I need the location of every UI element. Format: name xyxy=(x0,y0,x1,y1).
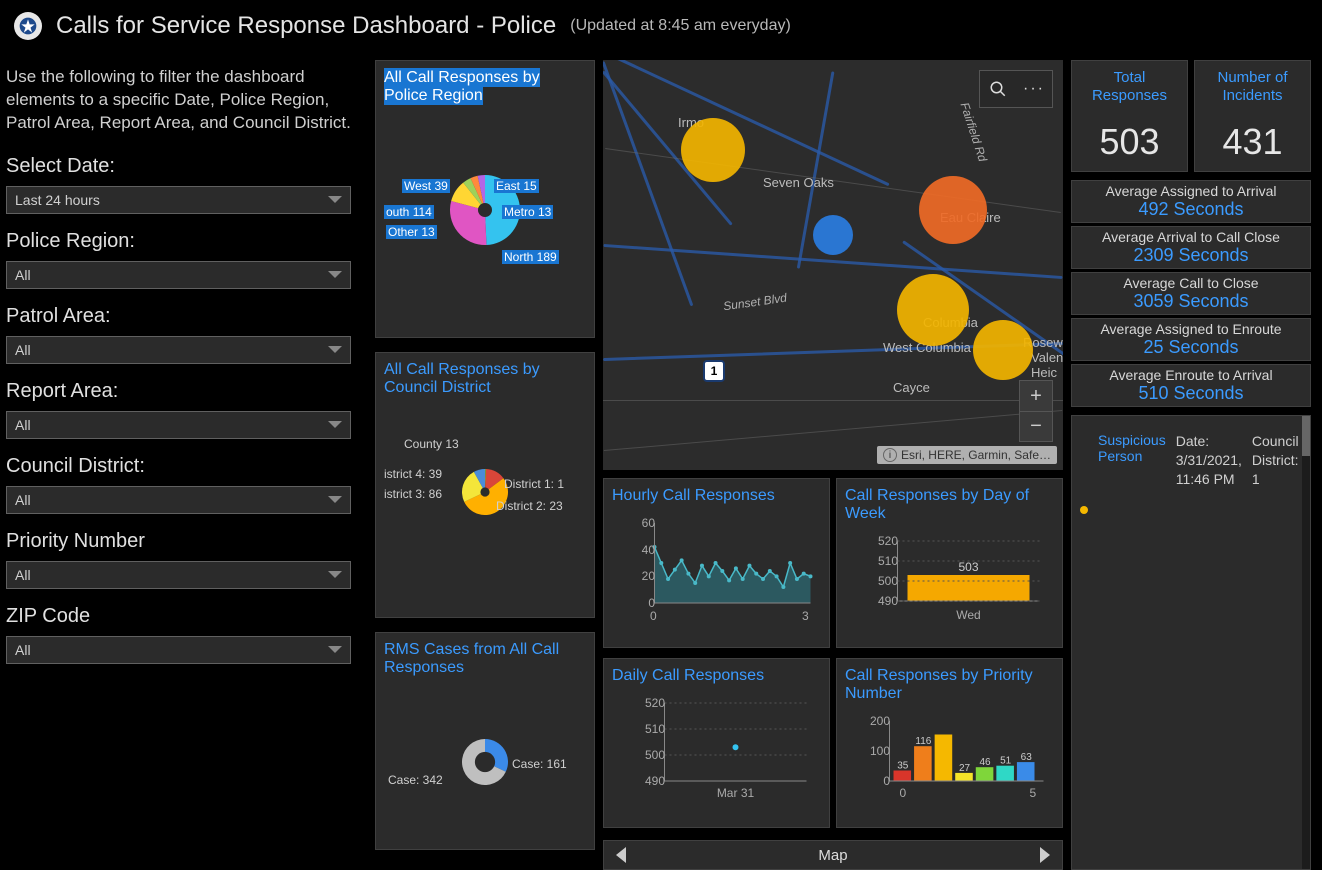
map-bubble[interactable] xyxy=(897,274,969,346)
daily-panel: Daily Call Responses Mar 31490500510520 xyxy=(603,658,830,828)
map-bubble[interactable] xyxy=(681,118,745,182)
app-logo xyxy=(14,12,42,40)
priority-chart[interactable]: 3511627465163050100200 xyxy=(845,711,1054,821)
kpi-incidents: Number of Incidents 431 xyxy=(1194,60,1311,172)
date-dropdown[interactable]: Last 24 hours xyxy=(6,186,351,214)
zip-label: ZIP Code xyxy=(6,605,359,628)
pager-next[interactable] xyxy=(1040,847,1050,863)
zip-dropdown[interactable]: All xyxy=(6,636,351,664)
metric-card: Average Assigned to Arrival492 Seconds xyxy=(1071,180,1311,223)
zoom-in-button[interactable]: + xyxy=(1020,381,1052,411)
date-label: Select Date: xyxy=(6,155,359,178)
map-zoom: + − xyxy=(1019,380,1053,442)
header-bar: Calls for Service Response Dashboard - P… xyxy=(0,0,1322,52)
pie-rms-title: RMS Cases from All Call Responses xyxy=(384,641,586,677)
incident-item[interactable]: Suspicious Person Date: 3/31/2021, 11:46… xyxy=(1076,422,1306,870)
map-place-label: Seven Oaks xyxy=(763,175,834,190)
hourly-chart[interactable]: 020406003 xyxy=(612,513,821,623)
daily-title: Daily Call Responses xyxy=(612,667,821,685)
svg-text:27: 27 xyxy=(959,763,971,774)
svg-text:63: 63 xyxy=(1021,752,1033,763)
priority-label: Priority Number xyxy=(6,530,359,553)
metric-card: Average Enroute to Arrival510 Seconds xyxy=(1071,364,1311,407)
map-bubble[interactable] xyxy=(919,176,987,244)
map-bubble[interactable] xyxy=(973,320,1033,380)
kpi-responses: Total Responses 503 xyxy=(1071,60,1188,172)
page-subtitle: (Updated at 8:45 am everyday) xyxy=(570,17,791,35)
daily-chart[interactable]: Mar 31490500510520 xyxy=(612,693,821,803)
svg-text:5: 5 xyxy=(1030,786,1037,800)
region-dropdown[interactable]: All xyxy=(6,261,351,289)
pie-rms-panel: RMS Cases from All Call Responses Case: … xyxy=(375,632,595,850)
map-tools: ··· xyxy=(979,70,1053,108)
priority-panel: Call Responses by Priority Number 35 116 2… xyxy=(836,658,1063,828)
svg-text:51: 51 xyxy=(1000,756,1012,767)
svg-text:46: 46 xyxy=(980,757,992,768)
map-panel[interactable]: ··· + − i Esri, HERE, Garmin, Safe… Irmo… xyxy=(603,60,1063,470)
dow-title: Call Responses by Day of Week xyxy=(845,487,1054,523)
chevron-down-icon xyxy=(328,421,342,428)
council-label: Council District: xyxy=(6,455,359,478)
pie-council-title: All Call Responses by Council District xyxy=(384,361,586,397)
svg-text:116: 116 xyxy=(915,736,931,747)
zoom-out-button[interactable]: − xyxy=(1020,411,1052,441)
right-column: Total Responses 503 Number of Incidents … xyxy=(1071,60,1311,870)
pie-council-panel: All Call Responses by Council District C… xyxy=(375,352,595,618)
dow-panel: Call Responses by Day of Week 503Wed4905… xyxy=(836,478,1063,648)
incident-dot-icon xyxy=(1080,506,1088,514)
pie-region-title: All Call Responses by Police Region xyxy=(384,68,540,105)
chevron-down-icon xyxy=(328,646,342,653)
metrics-list: Average Assigned to Arrival492 SecondsAv… xyxy=(1071,180,1311,407)
svg-text:Mar 31: Mar 31 xyxy=(717,786,755,800)
highway-shield-icon: 1 xyxy=(703,360,725,382)
hourly-title: Hourly Call Responses xyxy=(612,487,821,505)
map-place-label: Heic xyxy=(1031,365,1057,380)
info-icon: i xyxy=(883,448,897,462)
hourly-panel: Hourly Call Responses 020406003 xyxy=(603,478,830,648)
chevron-down-icon xyxy=(328,346,342,353)
scrollbar-thumb[interactable] xyxy=(1302,416,1310,456)
metric-card: Average Assigned to Enroute25 Seconds xyxy=(1071,318,1311,361)
svg-text:35: 35 xyxy=(897,761,909,772)
page-title: Calls for Service Response Dashboard - P… xyxy=(56,12,556,40)
pager-label: Map xyxy=(818,847,847,864)
pie-column: All Call Responses by Police Region Nort… xyxy=(375,60,595,870)
more-icon[interactable]: ··· xyxy=(1020,75,1048,103)
chevron-down-icon xyxy=(328,571,342,578)
search-icon[interactable] xyxy=(984,75,1012,103)
chevron-down-icon xyxy=(328,196,342,203)
filter-intro: Use the following to filter the dashboar… xyxy=(6,66,359,135)
priority-dropdown[interactable]: All xyxy=(6,561,351,589)
pie-region-panel: All Call Responses by Police Region Nort… xyxy=(375,60,595,338)
priority-title: Call Responses by Priority Number xyxy=(845,667,1054,703)
report-dropdown[interactable]: All xyxy=(6,411,351,439)
region-label: Police Region: xyxy=(6,230,359,253)
map-bubble[interactable] xyxy=(813,215,853,255)
svg-text:Wed: Wed xyxy=(956,608,980,622)
dow-chart[interactable]: 503Wed490500510520 xyxy=(845,531,1054,641)
map-attribution: i Esri, HERE, Garmin, Safe… xyxy=(877,446,1057,464)
patrol-label: Patrol Area: xyxy=(6,305,359,328)
svg-text:0: 0 xyxy=(900,786,907,800)
center-column: ··· + − i Esri, HERE, Garmin, Safe… Irmo… xyxy=(603,60,1063,870)
metric-card: Average Arrival to Call Close2309 Second… xyxy=(1071,226,1311,269)
report-label: Report Area: xyxy=(6,380,359,403)
patrol-dropdown[interactable]: All xyxy=(6,336,351,364)
filter-sidebar: Use the following to filter the dashboar… xyxy=(0,56,365,870)
chevron-down-icon xyxy=(328,496,342,503)
incident-list: Suspicious Person Date: 3/31/2021, 11:46… xyxy=(1071,415,1311,870)
metric-card: Average Call to Close3059 Seconds xyxy=(1071,272,1311,315)
map-pager: Map xyxy=(603,840,1063,870)
chevron-down-icon xyxy=(328,271,342,278)
pager-prev[interactable] xyxy=(616,847,626,863)
council-dropdown[interactable]: All xyxy=(6,486,351,514)
svg-text:503: 503 xyxy=(958,560,978,574)
map-place-label: Valen xyxy=(1031,350,1063,365)
map-place-label: Cayce xyxy=(893,380,930,395)
